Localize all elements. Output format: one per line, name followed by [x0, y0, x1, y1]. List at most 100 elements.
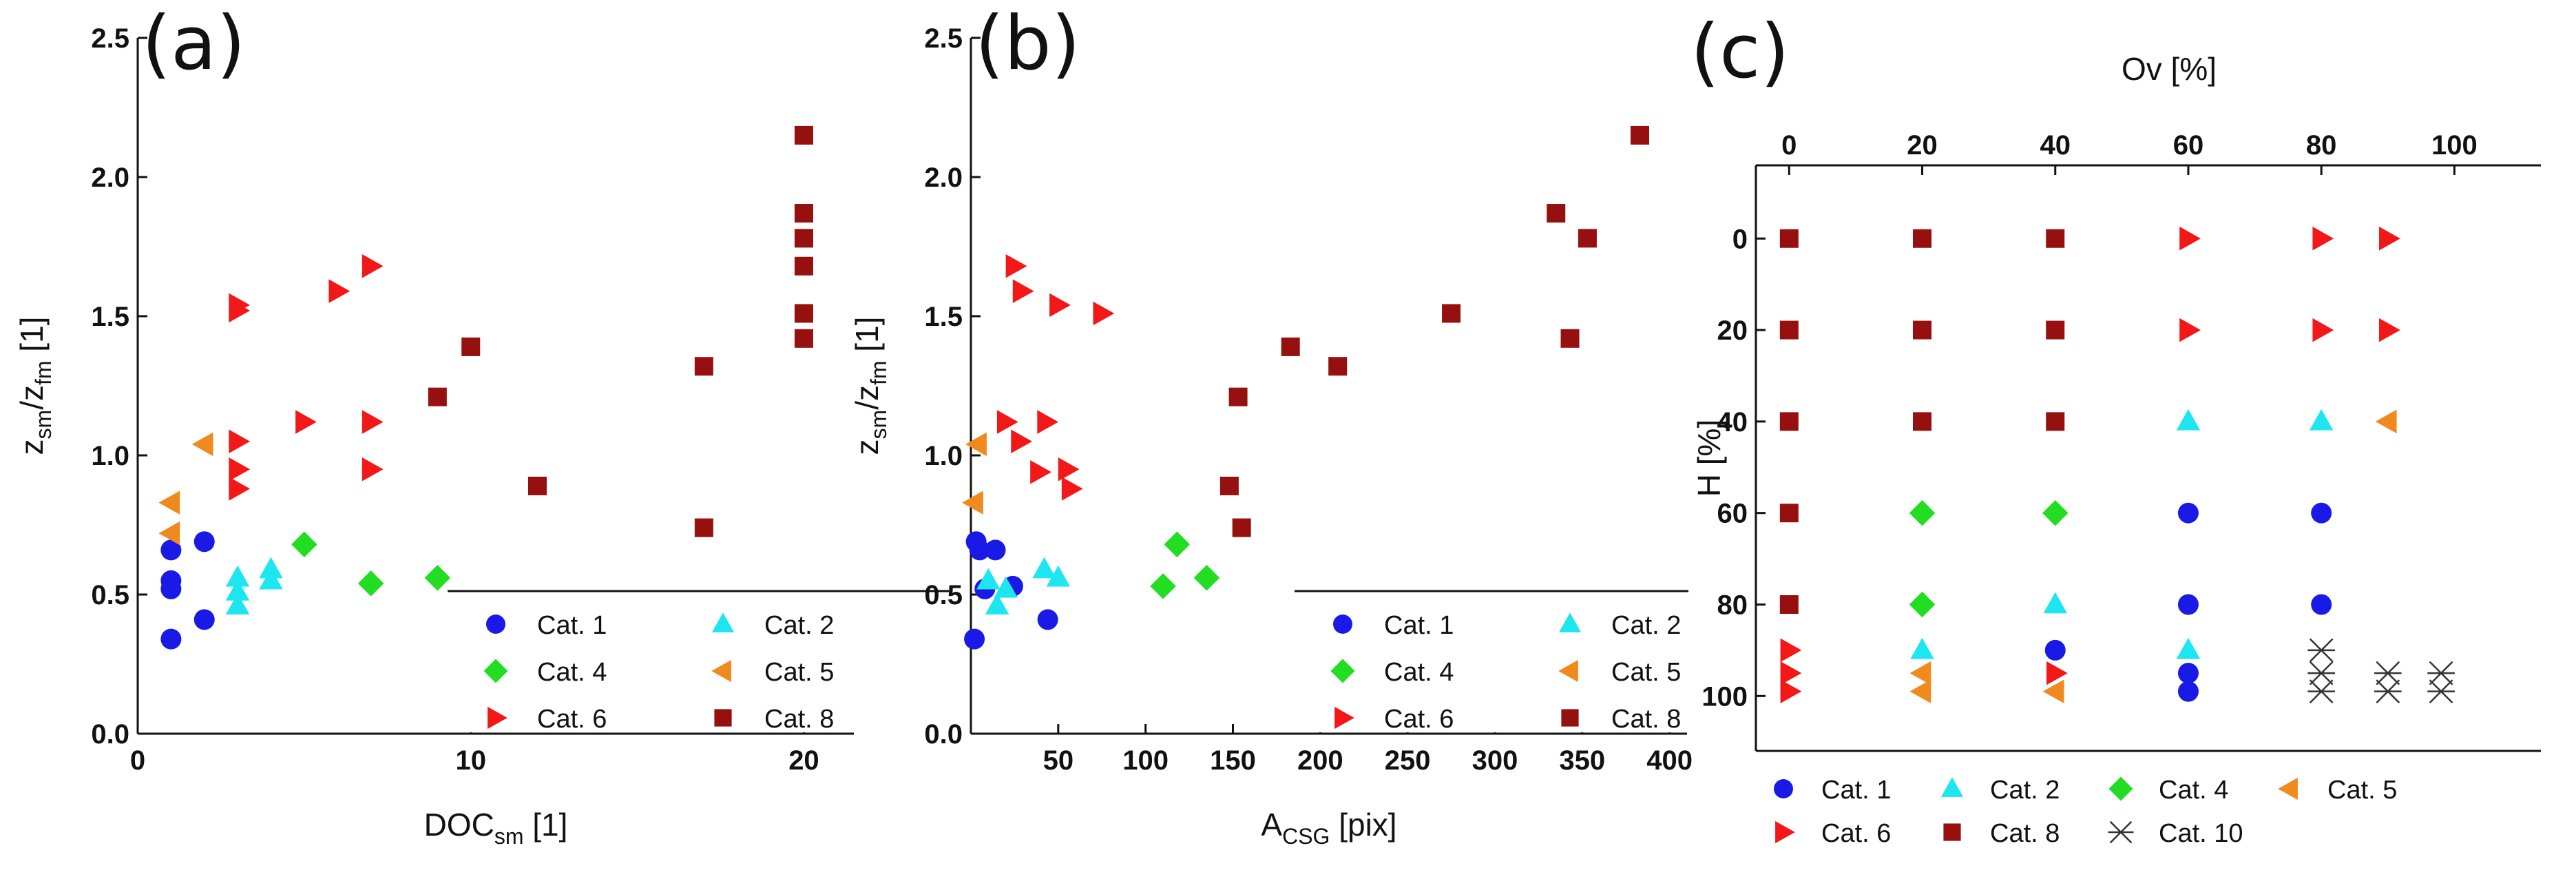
legend-label: Cat. 5	[2327, 776, 2397, 805]
point-cat-6	[1011, 429, 1033, 454]
point-cat-6	[1037, 410, 1059, 434]
point-cat-8	[794, 304, 813, 323]
legend: Cat. 1 Cat. 2 Cat. 4 Cat. 5 Cat. 6 Cat. 8	[448, 590, 949, 734]
point-cat-8	[794, 329, 813, 348]
point-cat-4	[424, 565, 451, 591]
point-cat-4	[1193, 565, 1220, 591]
y-tick-label: 0	[1732, 224, 1748, 254]
point-cat-8	[1631, 125, 1650, 145]
x-tick-label: 60	[2173, 130, 2204, 161]
point-cat-1	[969, 539, 990, 561]
point-cat-8	[1560, 329, 1580, 348]
point-cat-1	[2177, 681, 2199, 702]
point-cat-10	[2427, 679, 2455, 704]
y-tick-label: 0.0	[924, 719, 963, 750]
legend-label: Cat. 4	[1384, 658, 1454, 687]
point-cat-5	[965, 432, 987, 457]
point-cat-4	[1150, 573, 1176, 599]
legend-marker	[483, 659, 508, 683]
legend-marker	[1334, 706, 1354, 730]
x-tick-label: 150	[1210, 745, 1256, 776]
legend-item-cat-1: Cat. 1	[486, 611, 607, 640]
point-cat-8	[1328, 357, 1348, 376]
point-cat-1	[2311, 594, 2332, 615]
legend-label: Cat. 4	[537, 658, 607, 687]
y-tick-label: 2.5	[91, 23, 129, 54]
legend-label: Cat. 1	[1821, 776, 1891, 805]
x-tick-label: 200	[1297, 745, 1343, 776]
point-cat-6	[996, 410, 1018, 434]
point-cat-2	[976, 568, 1001, 590]
point-cat-6	[295, 410, 317, 434]
panel-label: (b)	[975, 1, 1080, 87]
point-cat-8	[794, 204, 813, 223]
point-cat-8	[1442, 304, 1461, 323]
legend-marker	[711, 612, 735, 632]
legend-item-cat-2: Cat. 2	[1558, 611, 1681, 640]
point-cat-1	[964, 628, 985, 650]
legend-label: Cat. 4	[2159, 776, 2228, 805]
point-cat-6	[229, 477, 251, 501]
point-cat-4	[1909, 591, 1936, 618]
legend-label: Cat. 6	[537, 705, 607, 734]
y-axis-label: zsm/zfm [1]	[14, 317, 56, 455]
point-cat-5	[962, 491, 983, 515]
legend-marker	[1775, 820, 1795, 844]
point-cat-6	[1780, 679, 1802, 703]
legend-item-cat-5: Cat. 5	[2278, 776, 2397, 805]
point-cat-2	[1032, 557, 1056, 579]
point-cat-6	[2379, 227, 2400, 251]
y-axis-label: H [%]	[1691, 420, 1727, 497]
legend-item-cat-5: Cat. 5	[1558, 658, 1681, 687]
point-cat-8	[694, 518, 713, 537]
y-axis-label: zsm/zfm [1]	[849, 317, 891, 455]
point-cat-6	[362, 410, 384, 434]
point-cat-8	[1281, 337, 1300, 356]
legend-label: Cat. 2	[1611, 611, 1681, 640]
legend-item-cat-4: Cat. 4	[483, 658, 607, 687]
y-tick-label: 1.5	[91, 302, 129, 332]
legend-item-cat-2: Cat. 2	[1940, 776, 2060, 805]
legend-label: Cat. 5	[1611, 658, 1681, 687]
panel-label: (a)	[142, 1, 245, 87]
y-tick-label: 60	[1717, 499, 1748, 529]
x-tick-label: 100	[1122, 745, 1169, 776]
point-cat-2	[994, 576, 1018, 598]
point-cat-8	[1779, 229, 1799, 248]
point-cat-8	[527, 476, 547, 495]
point-cat-2	[2176, 409, 2201, 431]
legend-item-cat-6: Cat. 6	[1775, 819, 1891, 848]
legend-marker	[1561, 709, 1579, 727]
point-cat-1	[2311, 502, 2332, 524]
point-cat-8	[1913, 320, 1932, 340]
point-cat-6	[229, 298, 251, 323]
point-cat-8	[694, 357, 713, 376]
point-cat-2	[985, 593, 1009, 615]
y-tick-label: 1.0	[91, 441, 129, 471]
point-cat-6	[362, 457, 384, 482]
legend-marker	[711, 659, 731, 683]
legend: Cat. 1 Cat. 2 Cat. 4 Cat. 5 Cat. 6 Cat. 8 Cat.…	[1774, 776, 2397, 848]
y-tick-label: 2.0	[91, 163, 129, 193]
point-cat-6	[1005, 254, 1027, 278]
point-cat-5	[1909, 679, 1931, 703]
point-cat-1	[2177, 663, 2199, 684]
point-cat-4	[291, 531, 317, 558]
y-tick-label: 100	[1701, 681, 1748, 712]
point-cat-2	[2309, 409, 2334, 431]
legend-item-cat-4: Cat. 4	[1330, 658, 1454, 687]
point-cat-8	[794, 229, 813, 248]
point-cat-1	[2177, 502, 2199, 524]
y-tick-label: 1.5	[924, 302, 963, 332]
point-cat-5	[2042, 679, 2064, 703]
point-cat-8	[2046, 412, 2065, 431]
legend-item-cat-8: Cat. 8	[714, 705, 834, 734]
y-tick-label: 0.5	[924, 580, 963, 610]
point-cat-1	[160, 539, 182, 561]
legend-item-cat-10: Cat. 10	[2108, 819, 2243, 848]
x-tick-label: 10	[455, 745, 486, 776]
point-cat-6	[2312, 318, 2334, 342]
point-cat-10	[2427, 661, 2455, 685]
x-tick-label: 0	[130, 745, 145, 776]
